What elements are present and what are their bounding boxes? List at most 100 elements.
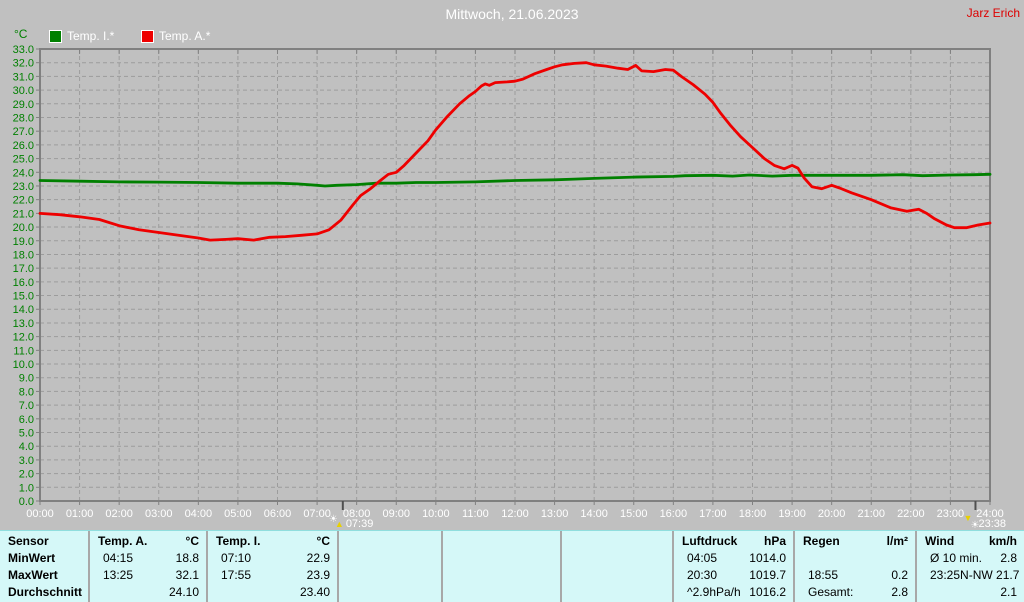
sunrise-time-label: 07:39	[346, 518, 374, 530]
table-row: 07:10 22.9	[221, 551, 330, 565]
table-column-regen: Regen l/m² 18:55 0.2 Gesamt: 2.8	[793, 531, 915, 602]
table-header-cell: Sensor	[8, 534, 49, 548]
table-column-temp-a: Temp. A. °C 04:15 18.8 13:25 32.1 24.10	[88, 531, 206, 602]
svg-text:0.0: 0.0	[19, 496, 34, 508]
user-name-label: Jarz Erich	[966, 6, 1020, 20]
svg-text:2.0: 2.0	[19, 469, 34, 481]
table-header-cell: Temp. A. °C	[98, 534, 199, 548]
table-column-sensor: Sensor MinWert MaxWert Durchschnitt	[0, 531, 88, 602]
svg-text:28.0: 28.0	[13, 112, 34, 124]
legend-label: Temp. A.*	[159, 29, 211, 43]
svg-text:10.0: 10.0	[13, 359, 34, 371]
svg-text:5.0: 5.0	[19, 428, 34, 440]
arrow-up-icon: ▲	[335, 519, 344, 529]
svg-text:16.0: 16.0	[13, 277, 34, 289]
svg-text:27.0: 27.0	[13, 126, 34, 138]
x-axis	[39, 49, 991, 505]
table-header-cell: Luftdruck hPa	[682, 534, 786, 548]
table-column-wind: Wind km/h Ø 10 min. 2.8 23:25 N-NW 21.7 2.1	[915, 531, 1024, 602]
svg-text:25.0: 25.0	[13, 154, 34, 166]
svg-text:07:00: 07:00	[303, 508, 331, 520]
sun-icon: ☀	[329, 514, 338, 525]
table-row: 13:25 32.1	[103, 568, 199, 582]
arrow-down-icon: ▼	[963, 513, 972, 523]
table-row: Gesamt: 2.8	[808, 585, 908, 599]
table-row	[795, 550, 915, 567]
svg-text:23.0: 23.0	[13, 181, 34, 193]
table-column-empty	[560, 531, 672, 602]
svg-text:03:00: 03:00	[145, 508, 173, 520]
table-row: 2.1	[1000, 585, 1017, 599]
svg-text:13:00: 13:00	[541, 508, 569, 520]
svg-text:09:00: 09:00	[382, 508, 410, 520]
legend-item-temp-indoor: Temp. I.*	[49, 29, 114, 43]
table-column-empty	[441, 531, 560, 602]
daily-stats-table: Sensor MinWert MaxWert Durchschnitt Temp…	[0, 530, 1024, 602]
svg-text:13.0: 13.0	[13, 318, 34, 330]
svg-text:9.0: 9.0	[19, 373, 34, 385]
svg-text:33.0: 33.0	[13, 44, 34, 56]
svg-text:17.0: 17.0	[13, 263, 34, 275]
svg-text:24:00: 24:00	[976, 508, 1004, 520]
table-column-empty	[337, 531, 441, 602]
table-row: 17:55 23.9	[221, 568, 330, 582]
y-axis-unit-label: °C	[14, 27, 28, 41]
svg-text:17:00: 17:00	[699, 508, 727, 520]
svg-text:8.0: 8.0	[19, 386, 34, 398]
table-row: Ø 10 min. 2.8	[930, 551, 1017, 565]
svg-text:30.0: 30.0	[13, 85, 34, 97]
svg-text:02:00: 02:00	[105, 508, 133, 520]
svg-text:21.0: 21.0	[13, 208, 34, 220]
svg-text:24.0: 24.0	[13, 167, 34, 179]
svg-text:15:00: 15:00	[620, 508, 648, 520]
table-row: 04:15 18.8	[103, 551, 199, 565]
svg-text:01:00: 01:00	[66, 508, 94, 520]
table-row: ^2.9hPa/h 1016.2	[687, 585, 786, 599]
temperature-line-chart: 00:00 01:00 02:00 03:00 04:00 05:00 06:00 07:00…	[13, 44, 1006, 531]
svg-text:14.0: 14.0	[13, 304, 34, 316]
legend-swatch-red	[141, 29, 154, 43]
svg-text:15.0: 15.0	[13, 291, 34, 303]
table-header-cell: Regen l/m²	[803, 534, 908, 548]
svg-text:31.0: 31.0	[13, 71, 34, 83]
svg-text:1.0: 1.0	[19, 482, 34, 494]
svg-text:32.0: 32.0	[13, 58, 34, 70]
svg-text:6.0: 6.0	[19, 414, 34, 426]
table-row: 23.40	[299, 585, 330, 599]
legend-item-temp-outdoor: Temp. A.*	[141, 29, 210, 43]
svg-text:22:00: 22:00	[897, 508, 925, 520]
series-line-temp-outdoor	[38, 61, 992, 242]
svg-text:23:00: 23:00	[937, 508, 965, 520]
grid-lines	[40, 49, 990, 501]
sun-icon: ☀	[970, 520, 979, 531]
legend-label: Temp. I.*	[67, 29, 115, 43]
y-axis	[36, 48, 40, 502]
svg-text:05:00: 05:00	[224, 508, 252, 520]
svg-text:22.0: 22.0	[13, 195, 34, 207]
table-row-label: MaxWert	[8, 568, 58, 582]
svg-text:16:00: 16:00	[660, 508, 688, 520]
svg-text:19:00: 19:00	[778, 508, 806, 520]
svg-text:26.0: 26.0	[13, 140, 34, 152]
table-row: 23:25 N-NW 21.7	[930, 568, 1020, 582]
svg-text:11.0: 11.0	[13, 345, 34, 357]
table-row: 20:30 1019.7	[687, 568, 786, 582]
svg-text:21:00: 21:00	[857, 508, 885, 520]
table-row: 24.10	[168, 585, 199, 599]
table-column-temp-i: Temp. I. °C 07:10 22.9 17:55 23.9 23.40	[206, 531, 337, 602]
svg-text:29.0: 29.0	[13, 99, 34, 111]
table-header-cell: Wind km/h	[925, 534, 1017, 548]
legend-swatch-green	[49, 29, 62, 43]
svg-text:00:00: 00:00	[26, 508, 54, 520]
table-column-luftdruck: Luftdruck hPa 04:05 1014.0 20:30 1019.7 ^2.…	[672, 531, 793, 602]
svg-text:20:00: 20:00	[818, 508, 846, 520]
series-line-temp-indoor	[38, 172, 992, 188]
table-header-cell: Temp. I. °C	[216, 534, 330, 548]
svg-text:06:00: 06:00	[264, 508, 292, 520]
svg-text:04:00: 04:00	[185, 508, 213, 520]
svg-text:7.0: 7.0	[19, 400, 34, 412]
svg-text:19.0: 19.0	[13, 236, 34, 248]
table-row: 04:05 1014.0	[687, 551, 786, 565]
svg-text:10:00: 10:00	[422, 508, 450, 520]
